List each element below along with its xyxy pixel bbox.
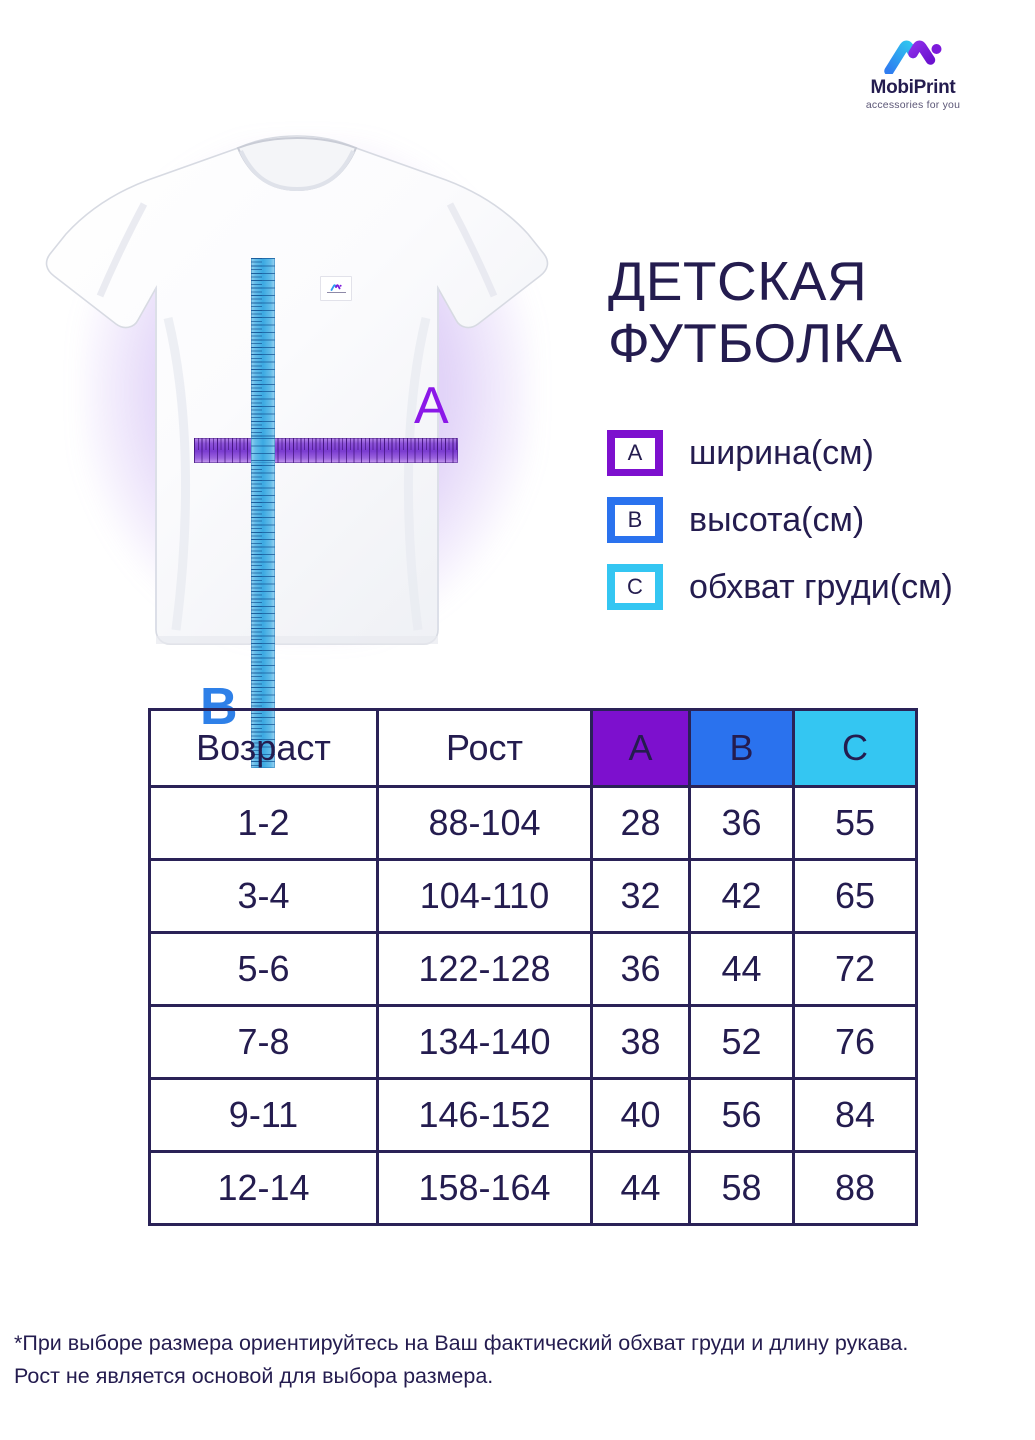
legend-label-c: обхват груди(см) [689,568,953,606]
cell-b: 52 [688,1004,795,1080]
legend-badge-c-letter: C [615,571,655,603]
cell-c: 72 [792,931,918,1007]
neck-label-text-line [326,291,346,294]
cell-age: 5-6 [148,931,379,1007]
mobiprint-m-logo-icon [884,40,942,74]
legend-badge-a-letter: A [615,437,655,469]
legend-label-b: высота(см) [689,501,865,539]
brand-name: MobiPrint [870,77,956,98]
table-row: 1-2 88-104 28 36 55 [148,785,918,861]
legend-badge-c: C [607,564,663,610]
cell-height: 122-128 [376,931,593,1007]
tshirt-illustration: A B [42,118,572,768]
footnote: *При выборе размера ориентируйтесь на Ва… [14,1327,1024,1392]
measure-label-a: A [414,377,449,435]
legend-item-a: A ширина(см) [607,430,1027,476]
cell-age: 12-14 [148,1150,379,1226]
column-header-c: C [792,708,918,788]
cell-c: 55 [792,785,918,861]
cell-b: 56 [688,1077,795,1153]
neck-label-icon [320,276,352,301]
cell-age: 3-4 [148,858,379,934]
cell-a: 40 [590,1077,691,1153]
ruler-vertical-icon [251,258,275,768]
cell-a: 28 [590,785,691,861]
measurement-legend: A ширина(см) B высота(см) C обхват груди… [607,430,1027,631]
table-row: 9-11 146-152 40 56 84 [148,1077,918,1153]
table-row: 7-8 134-140 38 52 76 [148,1004,918,1080]
table-body: 1-2 88-104 28 36 55 3-4 104-110 32 42 65… [148,785,918,1226]
ruler-horizontal-icon [194,438,458,463]
ruler-vertical-overlap-icon [251,438,275,463]
legend-item-b: B высота(см) [607,497,1027,543]
brand-tagline: accessories for you [865,98,961,111]
cell-height: 104-110 [376,858,593,934]
size-table: Возраст Рост A B C 1-2 88-104 28 36 55 3… [148,708,918,1226]
legend-badge-a: A [607,430,663,476]
cell-c: 76 [792,1004,918,1080]
cell-a: 38 [590,1004,691,1080]
cell-a: 36 [590,931,691,1007]
page-title-line2: ФУТБОЛКА [608,312,903,375]
cell-a: 32 [590,858,691,934]
cell-b: 36 [688,785,795,861]
column-header-b: B [688,708,795,788]
cell-age: 9-11 [148,1077,379,1153]
column-header-height: Рост [376,708,593,788]
column-header-a: A [590,708,691,788]
cell-a: 44 [590,1150,691,1226]
column-header-age: Возраст [148,708,379,788]
legend-badge-b-letter: B [615,504,655,536]
legend-badge-b: B [607,497,663,543]
table-row: 12-14 158-164 44 58 88 [148,1150,918,1226]
cell-age: 7-8 [148,1004,379,1080]
legend-item-c: C обхват груди(см) [607,564,1027,610]
tshirt-icon [45,135,549,645]
cell-b: 44 [688,931,795,1007]
footnote-line1: *При выборе размера ориентируйтесь на Ва… [14,1331,909,1355]
cell-c: 84 [792,1077,918,1153]
page-title-line1: ДЕТСКАЯ [608,250,868,312]
cell-height: 146-152 [376,1077,593,1153]
cell-height: 158-164 [376,1150,593,1226]
cell-c: 65 [792,858,918,934]
brand-logo: MobiPrint accessories for you [823,40,1003,111]
cell-height: 88-104 [376,785,593,861]
page-title: ДЕТСКАЯ ФУТБОЛКА [608,250,1028,374]
footnote-line2: Рост не является основой для выбора разм… [14,1363,494,1388]
table-row: 3-4 104-110 32 42 65 [148,858,918,934]
cell-b: 42 [688,858,795,934]
cell-c: 88 [792,1150,918,1226]
legend-label-a: ширина(см) [689,434,874,472]
cell-height: 134-140 [376,1004,593,1080]
cell-b: 58 [688,1150,795,1226]
neck-label-logo-icon [330,284,342,291]
table-row: 5-6 122-128 36 44 72 [148,931,918,1007]
table-header-row: Возраст Рост A B C [148,708,918,788]
cell-age: 1-2 [148,785,379,861]
